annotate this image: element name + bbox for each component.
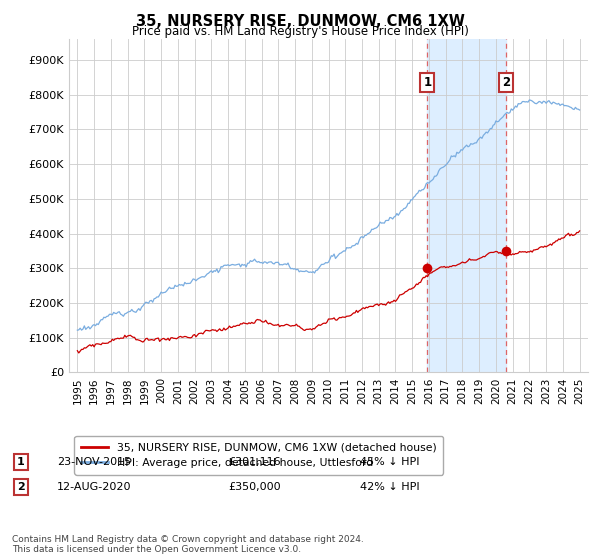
- Text: 23-NOV-2015: 23-NOV-2015: [57, 457, 131, 467]
- Text: 12-AUG-2020: 12-AUG-2020: [57, 482, 131, 492]
- Text: 35, NURSERY RISE, DUNMOW, CM6 1XW: 35, NURSERY RISE, DUNMOW, CM6 1XW: [136, 14, 464, 29]
- Legend: 35, NURSERY RISE, DUNMOW, CM6 1XW (detached house), HPI: Average price, detached: 35, NURSERY RISE, DUNMOW, CM6 1XW (detac…: [74, 436, 443, 474]
- Text: 1: 1: [17, 457, 25, 467]
- Text: 1: 1: [423, 76, 431, 89]
- Text: Contains HM Land Registry data © Crown copyright and database right 2024.
This d: Contains HM Land Registry data © Crown c…: [12, 535, 364, 554]
- Text: 42% ↓ HPI: 42% ↓ HPI: [360, 482, 419, 492]
- Text: Price paid vs. HM Land Registry's House Price Index (HPI): Price paid vs. HM Land Registry's House …: [131, 25, 469, 38]
- Text: 2: 2: [17, 482, 25, 492]
- Text: £301,116: £301,116: [228, 457, 281, 467]
- Text: 45% ↓ HPI: 45% ↓ HPI: [360, 457, 419, 467]
- Text: 2: 2: [502, 76, 510, 89]
- Bar: [427, 39, 506, 372]
- Text: £350,000: £350,000: [228, 482, 281, 492]
